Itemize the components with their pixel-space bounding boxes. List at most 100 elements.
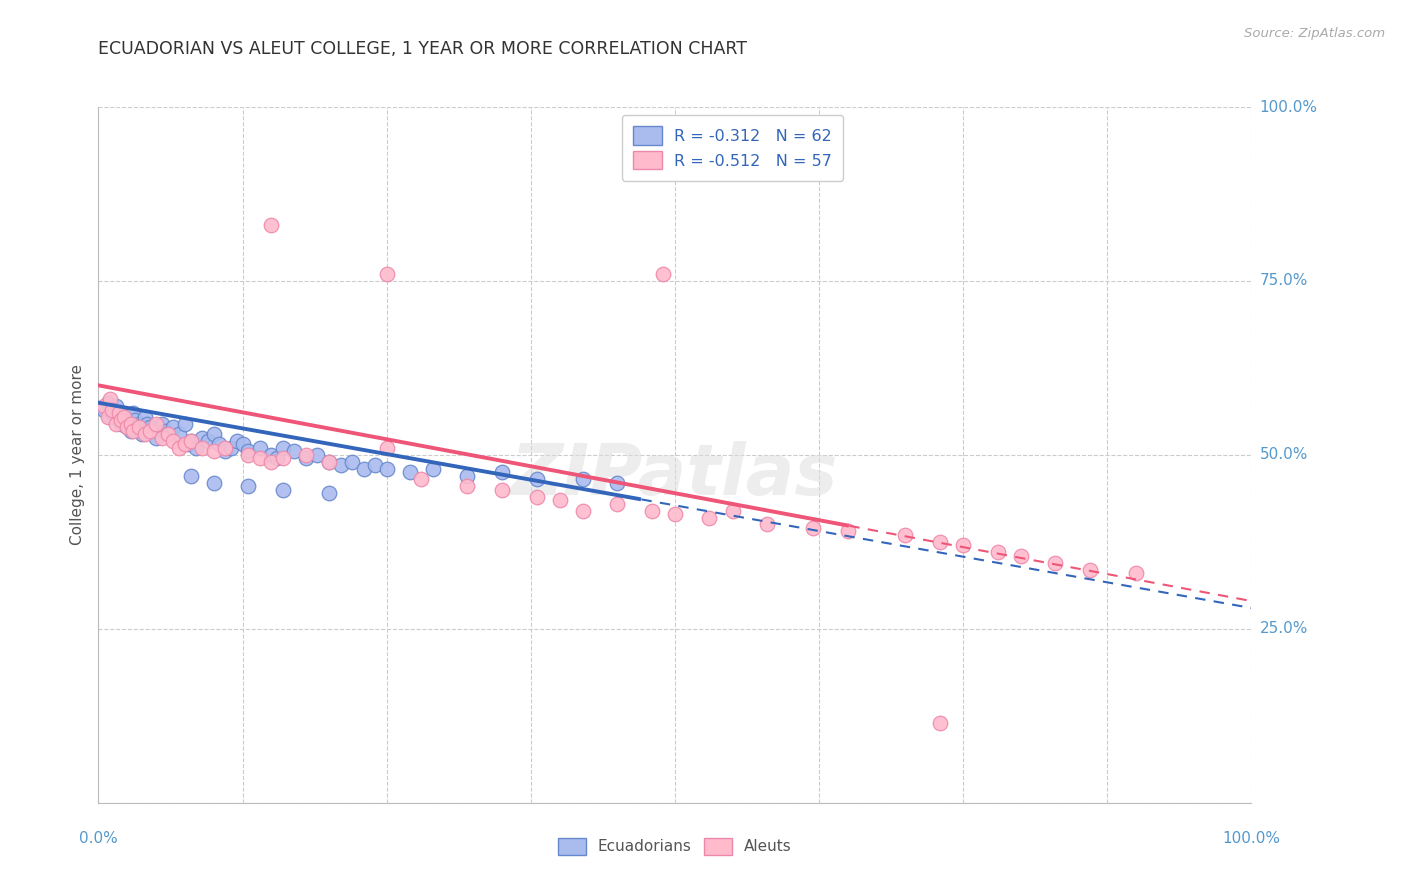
Point	[208, 437, 231, 451]
Point	[214, 441, 236, 455]
Point	[117, 420, 138, 434]
Point	[307, 448, 329, 462]
Point	[283, 444, 305, 458]
Point	[526, 472, 548, 486]
Point	[202, 444, 225, 458]
Point	[110, 413, 132, 427]
Point	[491, 483, 513, 497]
Point	[104, 399, 127, 413]
Text: 100.0%: 100.0%	[1222, 830, 1281, 846]
Point	[202, 475, 225, 490]
Point	[699, 510, 721, 524]
Point	[124, 413, 146, 427]
Point	[641, 503, 664, 517]
Point	[571, 472, 593, 486]
Point	[139, 420, 162, 434]
Point	[174, 437, 197, 451]
Point	[398, 466, 420, 480]
Point	[606, 475, 628, 490]
Point	[104, 417, 127, 431]
Point	[260, 455, 283, 469]
Point	[108, 413, 131, 427]
Point	[929, 535, 952, 549]
Point	[112, 409, 135, 424]
Text: 0.0%: 0.0%	[79, 830, 118, 846]
Point	[266, 451, 288, 466]
Point	[131, 427, 153, 442]
Point	[97, 396, 120, 410]
Point	[186, 441, 208, 455]
Point	[756, 517, 779, 532]
Point	[101, 402, 124, 417]
Point	[249, 441, 271, 455]
Point	[952, 538, 974, 552]
Point	[177, 437, 200, 451]
Point	[929, 715, 952, 730]
Point	[98, 409, 121, 424]
Point	[1010, 549, 1032, 563]
Point	[98, 392, 121, 407]
Point	[411, 472, 433, 486]
Point	[456, 468, 478, 483]
Point	[93, 402, 115, 417]
Point	[491, 466, 513, 480]
Point	[271, 483, 294, 497]
Point	[101, 406, 124, 420]
Point	[894, 528, 917, 542]
Point	[108, 406, 131, 420]
Point	[837, 524, 859, 539]
Point	[128, 417, 150, 431]
Point	[174, 417, 197, 431]
Point	[318, 455, 340, 469]
Point	[135, 417, 157, 431]
Point	[112, 409, 135, 424]
Text: ECUADORIAN VS ALEUT COLLEGE, 1 YEAR OR MORE CORRELATION CHART: ECUADORIAN VS ALEUT COLLEGE, 1 YEAR OR M…	[98, 40, 748, 58]
Point	[318, 486, 340, 500]
Point	[155, 424, 177, 438]
Point	[150, 417, 173, 431]
Point	[422, 462, 444, 476]
Point	[375, 267, 398, 281]
Point	[295, 451, 318, 466]
Point	[139, 424, 162, 438]
Text: 75.0%: 75.0%	[1260, 274, 1308, 288]
Point	[801, 521, 824, 535]
Point	[231, 437, 254, 451]
Point	[197, 434, 219, 448]
Point	[167, 441, 190, 455]
Point	[202, 427, 225, 442]
Y-axis label: College, 1 year or more: College, 1 year or more	[70, 365, 86, 545]
Point	[150, 431, 173, 445]
Point	[122, 406, 145, 420]
Point	[97, 409, 120, 424]
Point	[167, 427, 190, 442]
Point	[606, 497, 628, 511]
Point	[1125, 566, 1147, 581]
Point	[295, 448, 318, 462]
Point	[214, 444, 236, 458]
Point	[162, 434, 184, 448]
Text: ZIPatlas: ZIPatlas	[512, 442, 838, 510]
Point	[156, 427, 179, 442]
Text: 25.0%: 25.0%	[1260, 622, 1308, 636]
Point	[260, 219, 283, 233]
Point	[122, 424, 145, 438]
Text: Source: ZipAtlas.com: Source: ZipAtlas.com	[1244, 27, 1385, 40]
Legend: Ecuadorians, Aleuts: Ecuadorians, Aleuts	[553, 831, 797, 862]
Point	[249, 451, 271, 466]
Point	[117, 420, 138, 434]
Point	[134, 409, 156, 424]
Point	[145, 431, 167, 445]
Text: 50.0%: 50.0%	[1260, 448, 1308, 462]
Point	[456, 479, 478, 493]
Point	[318, 455, 340, 469]
Point	[375, 441, 398, 455]
Point	[271, 441, 294, 455]
Point	[145, 417, 167, 431]
Point	[721, 503, 744, 517]
Text: 100.0%: 100.0%	[1260, 100, 1317, 114]
Point	[571, 503, 593, 517]
Point	[238, 448, 260, 462]
Point	[191, 441, 214, 455]
Point	[162, 420, 184, 434]
